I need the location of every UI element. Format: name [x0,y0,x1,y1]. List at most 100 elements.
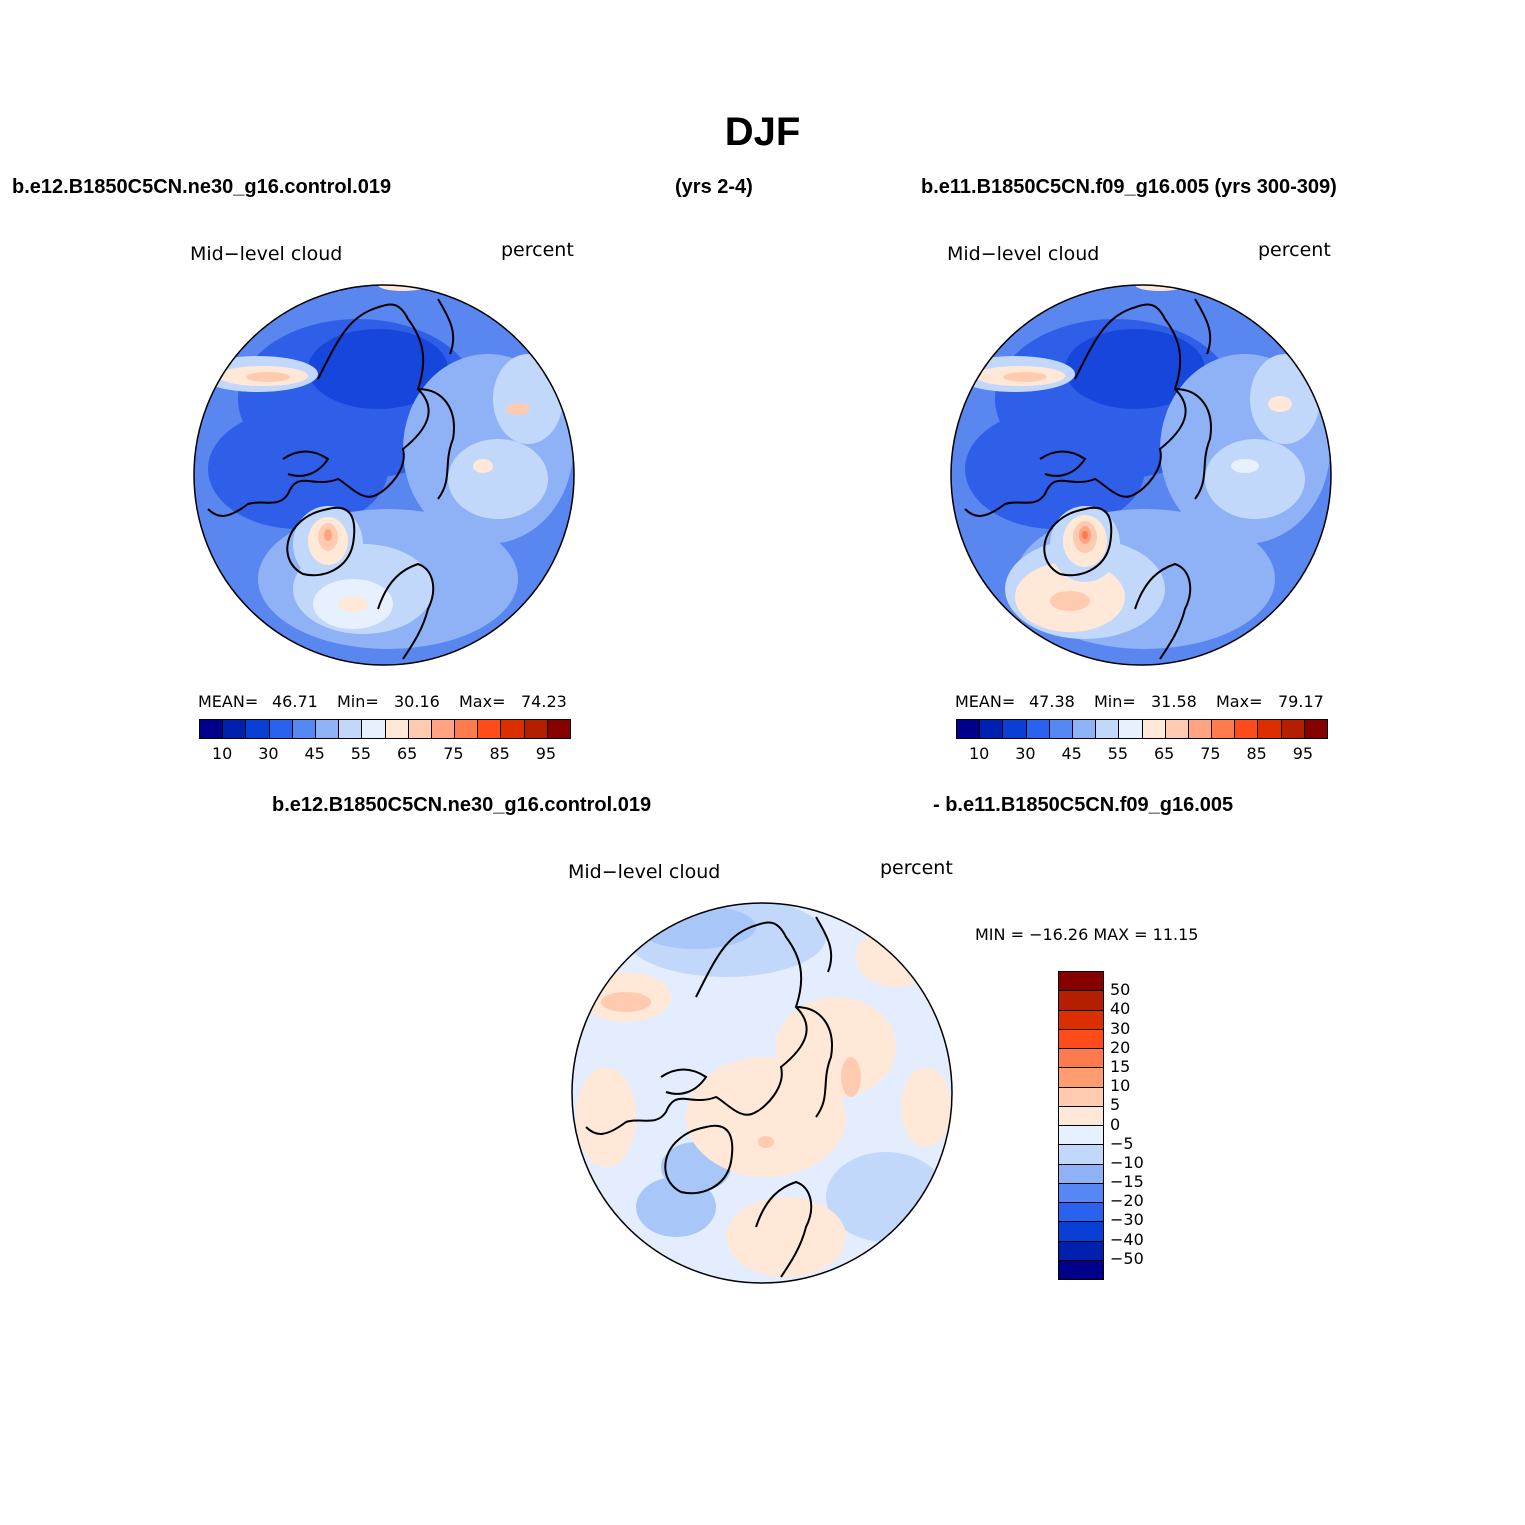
colorbar-level-label: 0 [1110,1114,1121,1134]
panel1-min-value: 30.16 [394,692,440,711]
left-years-title: (yrs 2-4) [675,176,753,198]
colorbar-level-label: −20 [1110,1191,1144,1211]
colorbar-swatch [362,720,386,738]
colorbar-swatch [1059,991,1103,1011]
colorbar-swatch [315,720,340,738]
panel2-min-value: 31.58 [1151,692,1197,711]
panel2-units-label: percent [1258,239,1331,261]
colorbar-swatch [1059,1260,1103,1279]
colorbar-level-label: −30 [1110,1210,1144,1230]
colorbar-swatch [1059,1241,1103,1261]
colorbar-tick-label: 30 [258,744,279,763]
colorbar-swatch [478,720,502,738]
colorbar-swatch [1003,720,1027,738]
colorbar-level-label: −15 [1110,1172,1144,1192]
panel2-min-label: Min= [1094,692,1136,711]
colorbar-swatch [1059,1145,1103,1165]
colorbar-swatch [246,720,270,738]
panel1-variable-label: Mid−level cloud [190,243,343,265]
colorbar-level-label: −5 [1110,1133,1134,1153]
colorbar-swatch [385,720,409,738]
panel1-min-label: Min= [337,692,379,711]
colorbar-swatch [292,720,316,738]
colorbar-swatch [339,720,363,738]
colorbar-swatch [1059,1029,1103,1049]
colorbar-swatch [1059,1068,1103,1088]
colorbar-swatch [1059,1087,1103,1107]
colorbar-swatch [455,720,479,738]
colorbar-swatch [1258,720,1282,738]
colorbar-swatch [408,720,432,738]
colorbar-tick-label: 95 [535,744,557,763]
panel2-mean-label: MEAN= [955,692,1016,711]
colorbar-swatch [1281,720,1305,738]
colorbar-swatch [980,720,1004,738]
colorbar-tick-label: 85 [489,744,510,763]
panel3-variable-label: Mid−level cloud [568,861,721,883]
panel3-units-label: percent [880,857,953,879]
panel2-variable-label: Mid−level cloud [947,243,1100,265]
colorbar-level-label: 40 [1110,999,1131,1019]
colorbar-swatch [524,720,548,738]
colorbar-swatch [1142,720,1166,738]
colorbar-swatch [1059,1164,1103,1184]
panel3-minmax-text: MIN = −16.26 MAX = 11.15 [975,925,1199,944]
colorbar-tick-label: 55 [350,744,372,763]
colorbar-level-label: −10 [1110,1152,1144,1172]
colorbar-tick-label: 10 [211,744,233,763]
colorbar-swatch [1235,720,1259,738]
colorbar-level-label: −40 [1110,1229,1144,1249]
colorbar-swatch [1059,1203,1103,1223]
colorbar-swatch [501,720,525,738]
panel1-mean-label: MEAN= [198,692,259,711]
diff-left-title: b.e12.B1850C5CN.ne30_g16.control.019 [272,794,652,816]
colorbar-level-label: −50 [1110,1248,1144,1268]
colorbar-swatch [1026,720,1050,738]
colorbar-swatch [1059,1010,1103,1030]
colorbar-level-label: 5 [1110,1095,1121,1115]
colorbar-tick-label: 45 [1061,744,1082,763]
colorbar-tick-label: 75 [1200,744,1221,763]
panel1-max-label: Max= [459,692,506,711]
colorbar-tick-label: 65 [1153,744,1175,763]
colorbar-swatch [431,720,456,738]
colorbar-tick-label: 55 [1107,744,1129,763]
panel3-colorbar [1058,971,1104,1280]
colorbar-level-label: 30 [1110,1018,1131,1038]
colorbar-tick-label: 75 [443,744,464,763]
figure-title: DJF [724,110,801,154]
panel2-colorbar [956,719,1328,739]
colorbar-tick-label: 95 [1292,744,1314,763]
colorbar-swatch [1119,720,1143,738]
panel2-max-label: Max= [1216,692,1263,711]
colorbar-swatch [1059,1222,1103,1242]
colorbar-tick-label: 85 [1246,744,1267,763]
colorbar-swatch [200,720,224,738]
panel1-mean-value: 46.71 [272,692,318,711]
colorbar-level-label: 15 [1110,1056,1131,1076]
colorbar-swatch [547,720,570,738]
panel2-polar-map [950,284,1332,666]
colorbar-level-label: 50 [1110,980,1131,1000]
colorbar-level-label: 10 [1110,1076,1131,1096]
colorbar-swatch [269,720,293,738]
panel1-colorbar [199,719,571,739]
panel2-mean-value: 47.38 [1029,692,1075,711]
colorbar-tick-label: 65 [396,744,418,763]
colorbar-swatch [223,720,247,738]
colorbar-swatch [1188,720,1213,738]
colorbar-swatch [1212,720,1236,738]
colorbar-swatch [957,720,981,738]
colorbar-swatch [1059,972,1103,992]
panel1-units-label: percent [501,239,574,261]
panel1-max-value: 74.23 [521,692,567,711]
colorbar-swatch [1059,1183,1103,1203]
panel3-difference-map [571,902,953,1284]
colorbar-swatch [1059,1126,1103,1146]
colorbar-level-label: 20 [1110,1037,1131,1057]
colorbar-swatch [1304,720,1327,738]
left-case-title: b.e12.B1850C5CN.ne30_g16.control.019 [12,176,392,198]
panel1-polar-map [193,284,575,666]
colorbar-tick-label: 10 [968,744,990,763]
right-case-title: b.e11.B1850C5CN.f09_g16.005 (yrs 300-309… [921,176,1337,198]
